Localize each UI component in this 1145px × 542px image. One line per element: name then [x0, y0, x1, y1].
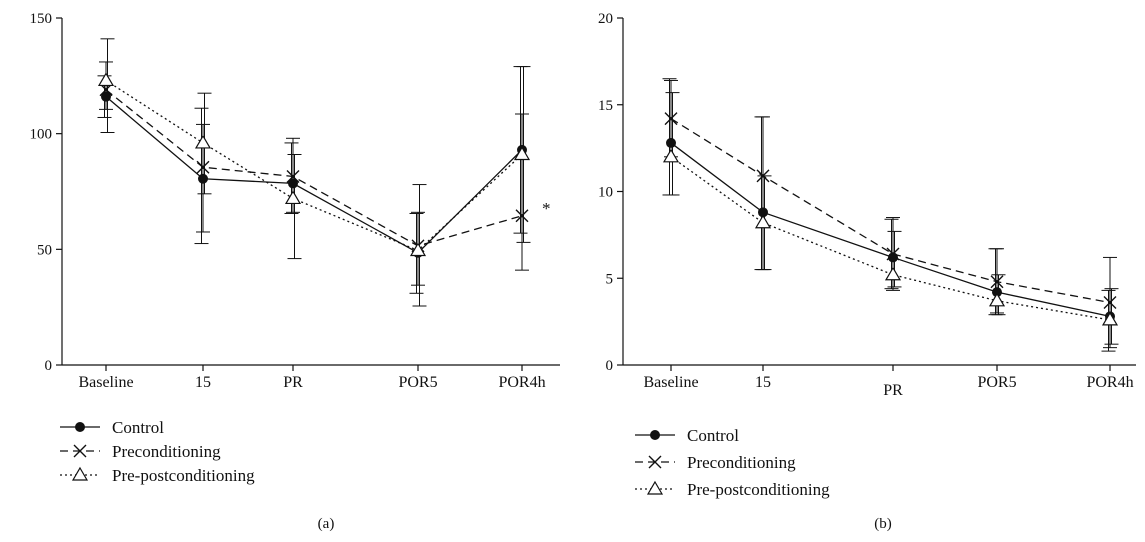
series-preconditioning	[99, 61, 529, 286]
y-tick-label: 50	[37, 242, 52, 258]
data-point-marker	[286, 169, 300, 183]
legend-marker	[650, 430, 660, 440]
y-tick-label: 100	[30, 127, 53, 143]
series-pre-postconditioning	[97, 38, 531, 307]
data-point-marker	[409, 242, 427, 257]
legend-marker	[75, 422, 85, 432]
data-point-marker	[513, 146, 531, 161]
x-tick-label: Baseline	[78, 374, 133, 391]
significance-marker: *	[542, 199, 551, 218]
legend-item: Control	[60, 418, 164, 437]
chart-panel-b: 0 5 10 15 20 Baseline 15 PR POR5 POR4h Control Prec…	[598, 11, 1136, 532]
series-preconditioning	[664, 79, 1117, 349]
series-control	[97, 66, 528, 294]
legend-item: Preconditioning	[60, 442, 221, 461]
data-point-marker	[196, 160, 210, 174]
legend-label: Control	[112, 418, 164, 437]
data-point-marker	[990, 275, 1004, 289]
x-tick-label: POR4h	[1086, 374, 1133, 391]
x-tick-label: POR4h	[498, 374, 545, 391]
legend-item: Preconditioning	[635, 453, 796, 472]
y-tick-label: 20	[598, 11, 613, 27]
legend-label: Control	[687, 426, 739, 445]
data-point-marker	[1103, 296, 1117, 310]
panel-label: (b)	[874, 516, 892, 532]
legend-marker	[71, 466, 89, 481]
y-tick-label: 150	[30, 11, 53, 27]
data-point-marker	[664, 112, 678, 126]
data-point-marker	[515, 209, 529, 223]
x-tick-label: PR	[883, 382, 903, 399]
legend-label: Pre-postconditioning	[687, 480, 830, 499]
legend-label: Preconditioning	[687, 453, 796, 472]
y-tick-label: 5	[606, 271, 614, 287]
series-line	[105, 96, 523, 254]
series-control	[662, 78, 1116, 352]
x-tick-label: POR5	[398, 374, 437, 391]
data-point-marker	[97, 72, 115, 87]
legend-label: Pre-postconditioning	[112, 466, 255, 485]
series-line	[105, 89, 523, 247]
data-point-marker	[284, 190, 302, 205]
y-tick-label: 15	[598, 98, 613, 114]
x-tick-label: PR	[283, 374, 303, 391]
y-tick-label: 0	[45, 358, 53, 374]
x-tick-label: POR5	[977, 374, 1016, 391]
chart-panel-a: 0 50 100 150 Baseline 15 PR POR5 POR4h * Control Pr…	[30, 11, 560, 532]
x-tick-label: 15	[195, 374, 211, 391]
data-point-marker	[194, 134, 212, 149]
legend-item: Pre-postconditioning	[635, 480, 830, 499]
legend-item: Control	[635, 426, 739, 445]
series-line	[105, 79, 523, 252]
legend-marker	[646, 480, 664, 495]
data-point-marker	[884, 266, 902, 281]
y-tick-label: 0	[606, 358, 614, 374]
data-point-marker	[988, 292, 1006, 307]
legend-item: Pre-postconditioning	[60, 466, 255, 485]
series-line	[670, 156, 1111, 321]
legend-label: Preconditioning	[112, 442, 221, 461]
legend-marker	[648, 455, 662, 469]
panel-label: (a)	[318, 516, 335, 532]
data-point-marker	[886, 247, 900, 261]
data-point-marker	[1101, 311, 1119, 326]
legend-marker	[73, 444, 87, 458]
data-point-marker	[754, 214, 772, 229]
y-tick-label: 10	[598, 185, 613, 201]
x-tick-label: 15	[755, 374, 771, 391]
series-pre-postconditioning	[662, 92, 1119, 345]
data-point-marker	[662, 148, 680, 163]
x-tick-label: Baseline	[643, 374, 698, 391]
